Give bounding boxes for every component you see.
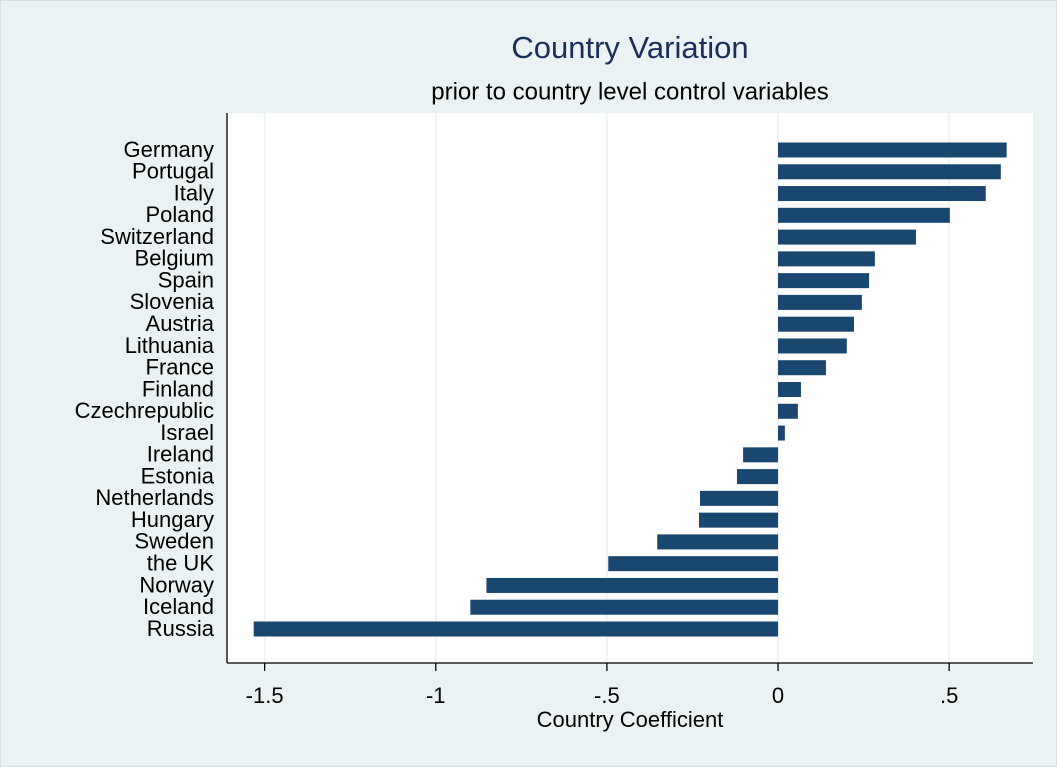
plot-area	[227, 113, 1033, 663]
bar	[778, 229, 916, 245]
y-tick-label: Norway	[139, 572, 214, 597]
x-tick-label: -1	[426, 683, 446, 708]
y-tick-label: Poland	[145, 202, 214, 227]
y-tick-label: France	[146, 355, 214, 380]
bar	[778, 207, 950, 223]
bar	[736, 469, 779, 485]
y-tick-label: Sweden	[134, 529, 214, 554]
bar	[778, 294, 862, 310]
bars	[253, 142, 1007, 637]
bar	[699, 490, 779, 506]
x-tick-label: -.5	[594, 683, 620, 708]
bar	[698, 512, 779, 528]
bar	[778, 403, 798, 419]
y-tick-label: Italy	[174, 180, 214, 205]
bar	[778, 251, 875, 267]
chart-subtitle: prior to country level control variables	[431, 78, 829, 105]
bar	[778, 425, 785, 441]
bar	[657, 534, 779, 550]
bar	[470, 599, 779, 615]
y-tick-label: Germany	[124, 137, 214, 162]
bar	[486, 577, 779, 593]
y-tick-label: Czechrepublic	[75, 398, 214, 423]
y-tick-label: Belgium	[135, 246, 214, 271]
bar	[778, 142, 1007, 158]
x-tick-label: -1.5	[246, 683, 284, 708]
y-tick-label: Russia	[147, 616, 215, 641]
bar	[253, 621, 779, 637]
y-tick-label: Israel	[160, 420, 214, 445]
x-axis-title: Country Coefficient	[537, 707, 724, 732]
bar	[778, 186, 986, 202]
y-tick-label: Ireland	[147, 442, 214, 467]
x-tick-label: .5	[940, 683, 958, 708]
y-tick-label: Netherlands	[95, 485, 214, 510]
x-tick-label: 0	[772, 683, 784, 708]
y-tick-label: Slovenia	[130, 289, 215, 314]
bar	[778, 273, 870, 289]
y-tick-label: Estonia	[141, 463, 215, 488]
y-tick-label: the UK	[147, 550, 215, 575]
bar	[778, 164, 1001, 180]
bar	[608, 556, 779, 572]
chart-title: Country Variation	[511, 30, 748, 65]
y-tick-label: Lithuania	[125, 333, 215, 358]
y-tick-label: Austria	[146, 311, 215, 336]
grid	[263, 113, 950, 663]
y-tick-label: Portugal	[132, 159, 214, 184]
bar	[778, 338, 847, 354]
y-tick-label: Spain	[158, 267, 214, 292]
y-tick-label: Switzerland	[100, 224, 214, 249]
bar	[778, 316, 855, 332]
bar	[743, 447, 779, 463]
bar	[778, 382, 801, 397]
y-tick-label: Hungary	[131, 507, 214, 532]
y-tick-label: Finland	[142, 376, 214, 401]
y-tick-label: Iceland	[143, 594, 214, 619]
bar	[778, 360, 826, 376]
